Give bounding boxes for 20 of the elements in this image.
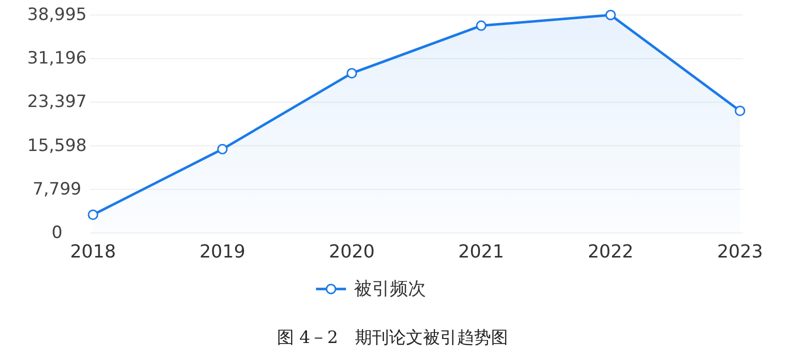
y-tick-label: 0 [52, 223, 62, 243]
point [476, 20, 486, 31]
y-tick-label: 38,995 [27, 5, 87, 25]
y-tick-label: 7,799 [32, 179, 82, 200]
y-tick-label: 23,397 [27, 92, 87, 112]
point [88, 209, 98, 220]
y-tick-label: 15,598 [27, 136, 87, 156]
x-tick-label: 2020 [328, 242, 375, 262]
point [217, 144, 228, 154]
y-tick-label: 31,196 [27, 48, 87, 69]
x-tick-label: 2022 [588, 242, 634, 262]
point [346, 68, 358, 78]
legend-label: 被引频次 [354, 278, 426, 300]
x-tick-label: 2019 [199, 242, 246, 262]
caption: 图 4－2 期刊论文被引趋势图 [276, 328, 508, 348]
x-tick-label: 2021 [458, 242, 504, 262]
x-tick-label: 2018 [70, 242, 116, 262]
point [734, 106, 746, 116]
x-tick-label: 2023 [717, 242, 763, 262]
point [605, 10, 616, 20]
